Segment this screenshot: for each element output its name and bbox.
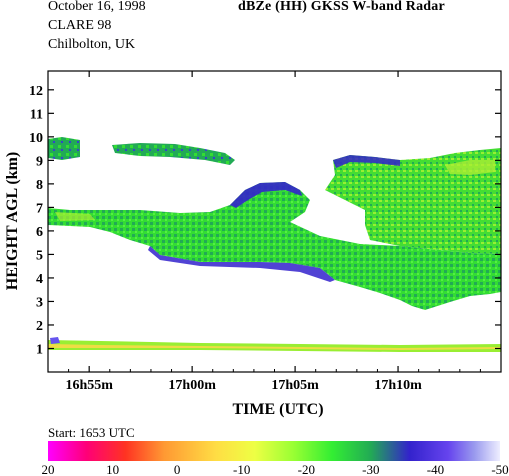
y-tick-label: 5 bbox=[36, 248, 43, 263]
echo-edge-lower bbox=[148, 246, 335, 282]
y-tick-label: 4 bbox=[36, 272, 43, 287]
start-time-label: Start: 1653 UTC bbox=[48, 425, 135, 440]
colorbar-tick-label: -20 bbox=[298, 462, 315, 476]
echo-low-blip bbox=[50, 337, 60, 344]
echo-right-edge bbox=[333, 155, 400, 168]
echo-low-layer-core bbox=[48, 344, 501, 350]
x-axis-title: TIME (UTC) bbox=[232, 401, 323, 418]
y-tick-label: 10 bbox=[29, 131, 43, 146]
echo-highlight-1 bbox=[445, 160, 495, 175]
date-label: October 16, 1998 bbox=[48, 0, 146, 14]
echo-high-mid bbox=[112, 143, 235, 165]
colorbar-labels: 20 10 0 -10 -20 -30 -40 -50 bbox=[42, 462, 509, 476]
y-tick-label: 1 bbox=[36, 342, 43, 357]
x-tick-label: 17h05m bbox=[271, 378, 319, 393]
campaign-label: CLARE 98 bbox=[48, 18, 112, 33]
y-tick-label: 11 bbox=[30, 107, 43, 122]
echo-right-cloud bbox=[325, 148, 501, 254]
x-tick-label: 17h10m bbox=[374, 378, 422, 393]
chart-title: dBZe (HH) GKSS W-band Radar bbox=[238, 0, 445, 14]
echo-edge-top bbox=[230, 182, 302, 208]
colorbar-gradient bbox=[48, 441, 500, 461]
colorbar-tick-label: 0 bbox=[174, 462, 181, 476]
colorbar-tick-label: 10 bbox=[106, 462, 119, 476]
colorbar-tick-label: -10 bbox=[233, 462, 250, 476]
x-tick-label: 17h00m bbox=[168, 378, 216, 393]
echo-main-band bbox=[48, 182, 501, 310]
y-axis-title: HEIGHT AGL (km) bbox=[4, 152, 21, 290]
y-tick-label: 9 bbox=[36, 154, 43, 169]
echo-highlight-2 bbox=[55, 212, 95, 221]
site-label: Chilbolton, UK bbox=[48, 37, 136, 52]
y-tick-label: 2 bbox=[36, 319, 43, 334]
colorbar-tick-label: -50 bbox=[491, 462, 508, 476]
x-tick-label: 16h55m bbox=[65, 378, 113, 393]
y-tick-label: 12 bbox=[29, 84, 43, 99]
radar-echoes bbox=[48, 137, 501, 352]
y-tick-label: 7 bbox=[36, 201, 43, 216]
y-tick-label: 6 bbox=[36, 225, 43, 240]
y-tick-label: 8 bbox=[36, 178, 43, 193]
colorbar-tick-label: -30 bbox=[362, 462, 379, 476]
header-meta: October 16, 1998 CLARE 98 Chilbolton, UK bbox=[48, 0, 146, 55]
x-axis: 16h55m 17h00m 17h05m 17h10m bbox=[65, 71, 481, 393]
y-tick-label: 3 bbox=[36, 295, 43, 310]
echo-high-left bbox=[48, 137, 80, 160]
colorbar-tick-label: 20 bbox=[42, 462, 55, 476]
colorbar-tick-label: -40 bbox=[427, 462, 444, 476]
